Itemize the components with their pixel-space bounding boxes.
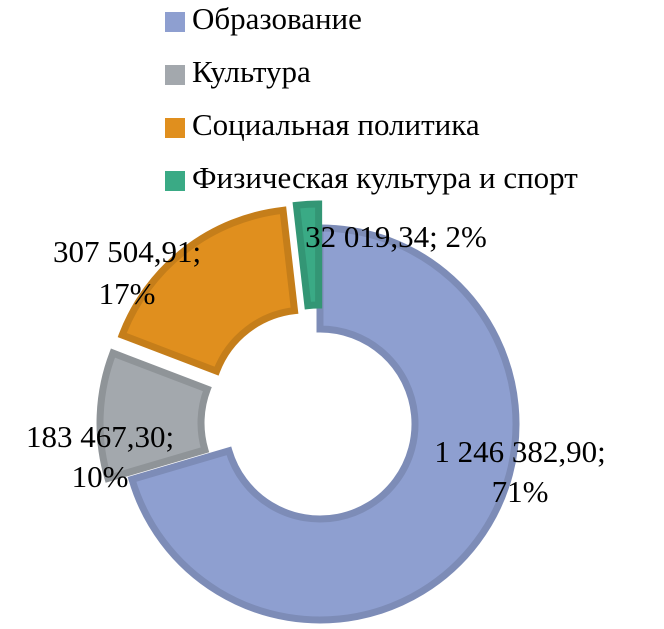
legend-swatch [165, 12, 185, 32]
legend-swatch [165, 171, 185, 191]
legend-swatch [165, 65, 185, 85]
donut-segment [96, 348, 212, 483]
donut-segment [127, 224, 520, 624]
legend-label: Физическая культура и спорт [192, 160, 578, 195]
legend-label: Образование [192, 1, 362, 36]
legend-label: Культура [192, 54, 311, 89]
data-label: 32 019,34; 2% [305, 219, 487, 254]
legend-label: Социальная политика [192, 107, 480, 142]
donut-segment [292, 200, 323, 310]
data-label: 183 467,30; 10% [26, 419, 174, 494]
donut-segment [117, 206, 299, 376]
data-label: 1 246 382,90; 71% [434, 434, 605, 509]
data-label: 307 504,91; 17% [53, 234, 201, 311]
legend-swatch [165, 118, 185, 138]
